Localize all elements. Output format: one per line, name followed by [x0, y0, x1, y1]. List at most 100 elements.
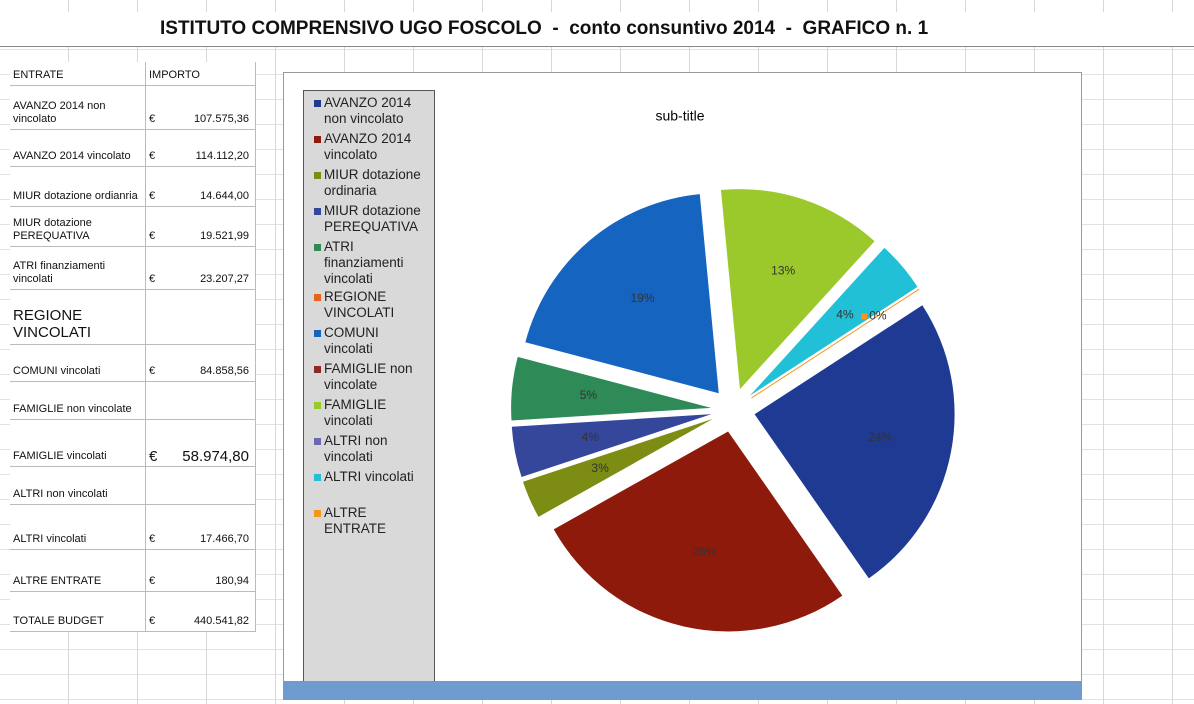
amount-cell [146, 290, 256, 345]
legend-entry: FAMIGLIE non vincolate [314, 361, 430, 395]
pie-slice [525, 194, 719, 394]
legend-swatch [314, 294, 321, 301]
row-label: ALTRI vincolati [10, 505, 146, 550]
legend-label: ATRI finanziamenti vincolati [324, 239, 404, 286]
amount-cell: €107.575,36 [146, 86, 256, 130]
legend-swatch [314, 244, 321, 251]
currency: € [149, 615, 156, 627]
amount: 17.466,70 [200, 533, 249, 545]
legend-swatch [314, 136, 321, 143]
amount-cell: €23.207,27 [146, 247, 256, 290]
data-label: 0% [869, 308, 887, 322]
row-label: COMUNI vincolati [10, 345, 146, 382]
amount-cell: €180,94 [146, 550, 256, 592]
amount-cell: €19.521,99 [146, 207, 256, 247]
legend-swatch [314, 100, 321, 107]
row-label: MIUR dotazione PEREQUATIVA [10, 207, 146, 247]
legend-entry: COMUNI vincolati [314, 325, 430, 359]
amount: 114.112,20 [195, 150, 249, 162]
pie-slice [553, 431, 843, 632]
label-key [684, 549, 691, 556]
currency: € [149, 273, 156, 285]
legend-entry: ALTRE ENTRATE [314, 505, 430, 539]
amount-cell: €14.644,00 [146, 167, 256, 207]
pie-slice [754, 305, 955, 579]
header-cell: IMPORTO [146, 62, 256, 86]
amount: 180,94 [215, 575, 249, 587]
legend: AVANZO 2014 non vincolato AVANZO 2014 vin… [303, 90, 435, 700]
legend-label: ALTRI non vincolati [324, 433, 388, 464]
legend-label: REGIONE VINCOLATI [324, 289, 395, 320]
legend-entry: AVANZO 2014 non vincolato [314, 95, 430, 129]
label-key [828, 312, 835, 319]
legend-swatch [314, 366, 321, 373]
sheet-title: ISTITUTO COMPRENSIVO UGO FOSCOLO - conto… [160, 18, 929, 39]
pie-slice [511, 414, 712, 478]
legend-entry: ATRI finanziamenti vincolati [314, 239, 430, 287]
label-key [571, 392, 578, 399]
legend-entry: FAMIGLIE vincolati [314, 397, 430, 431]
currency: € [149, 230, 156, 242]
legend-label: MIUR dotazione PEREQUATIVA [324, 203, 421, 234]
pie-slice [511, 356, 712, 421]
legend-label: MIUR dotazione ordinaria [324, 167, 421, 198]
legend-swatch [314, 438, 321, 445]
data-label: 3% [591, 461, 609, 475]
row-label: AVANZO 2014 non vincolato [10, 86, 146, 130]
legend-label: ALTRI vincolati [324, 469, 414, 484]
row-label: FAMIGLIE non vincolate [10, 382, 146, 420]
header-cell: ENTRATE [10, 62, 146, 86]
label-key [861, 313, 868, 320]
chart-subtitle: sub-title [655, 108, 704, 124]
amount: 107.575,36 [193, 113, 249, 125]
currency: € [149, 150, 156, 162]
amount: 14.644,00 [200, 190, 249, 202]
legend-swatch [314, 402, 321, 409]
row-label: AVANZO 2014 vincolato [10, 130, 146, 167]
data-label: 4% [836, 308, 854, 322]
row-label: REGIONE VINCOLATI [10, 290, 146, 345]
legend-label: AVANZO 2014 non vincolato [324, 95, 412, 126]
amount-cell: €58.974,80 [146, 420, 256, 467]
legend-label: COMUNI vincolati [324, 325, 379, 356]
amount: 23.207,27 [200, 273, 249, 285]
data-label: 24% [868, 430, 892, 444]
amount-cell: €114.112,20 [146, 130, 256, 167]
data-label: 19% [630, 291, 654, 305]
amount: 84.858,56 [200, 365, 249, 377]
legend-label: ALTRE ENTRATE [324, 505, 387, 536]
legend-swatch [314, 330, 321, 337]
amount: 19.521,99 [200, 230, 249, 242]
data-label: 13% [771, 264, 795, 278]
legend-label: FAMIGLIE vincolati [324, 397, 387, 428]
legend-entry: MIUR dotazione PEREQUATIVA [314, 203, 430, 237]
legend-entry: AVANZO 2014 vincolato [314, 131, 430, 165]
data-label: 26% [692, 544, 716, 558]
legend-label: AVANZO 2014 vincolato [324, 131, 412, 162]
amount: 58.974,80 [182, 448, 249, 465]
selection-bar [283, 681, 1082, 700]
row-label: MIUR dotazione ordianria [10, 167, 146, 207]
amount-cell: €17.466,70 [146, 505, 256, 550]
legend-entry: ALTRI vincolati [314, 469, 430, 503]
amount: 440.541,82 [193, 615, 249, 627]
pie-slice [720, 189, 875, 390]
label-key [622, 295, 629, 302]
title-row [0, 12, 1194, 47]
legend-swatch [314, 474, 321, 481]
currency: € [149, 533, 156, 545]
amount-cell: €84.858,56 [146, 345, 256, 382]
amount-cell [146, 467, 256, 505]
legend-entry: ALTRI non vincolati [314, 433, 430, 467]
currency: € [149, 113, 156, 125]
row-label: ALTRE ENTRATE [10, 550, 146, 592]
label-key [583, 465, 590, 472]
label-key [573, 434, 580, 441]
currency: € [149, 365, 156, 377]
amount-cell: €440.541,82 [146, 592, 256, 632]
row-label: TOTALE BUDGET [10, 592, 146, 632]
pie-slice [522, 418, 713, 517]
data-label: 4% [582, 430, 600, 444]
